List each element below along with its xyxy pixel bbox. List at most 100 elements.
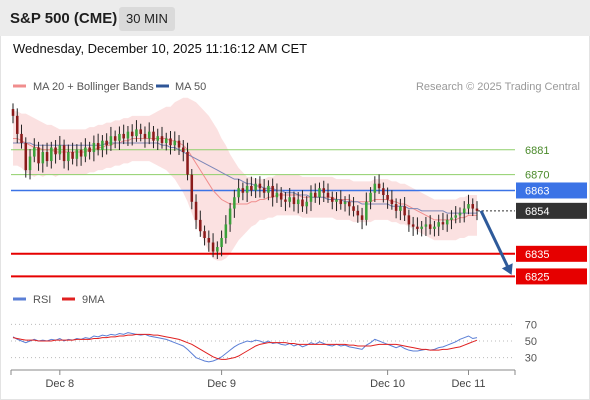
- candle-body: [173, 140, 177, 146]
- header-bar: S&P 500 (CME) 30 MIN: [0, 0, 590, 36]
- candle-body: [445, 219, 449, 225]
- candle-body: [182, 147, 185, 153]
- candle-body: [33, 147, 36, 157]
- candle-body: [258, 183, 262, 189]
- bollinger-band-area: [13, 97, 477, 261]
- candle-body: [339, 199, 343, 205]
- candle-body: [84, 147, 87, 157]
- candle-body: [92, 142, 96, 153]
- candle-body: [433, 226, 436, 229]
- candle-body: [348, 201, 351, 207]
- support-label: 6835: [525, 249, 549, 261]
- candle-body: [143, 133, 147, 139]
- candle-body: [126, 131, 130, 139]
- candle-body: [471, 204, 475, 209]
- candle-body: [313, 192, 317, 198]
- candle-body: [416, 226, 419, 229]
- candle-body: [250, 185, 253, 191]
- candle-body: [105, 140, 108, 146]
- support-label-box: [516, 268, 587, 285]
- candle-body: [305, 201, 308, 207]
- candle-body: [326, 192, 330, 198]
- candle-body: [237, 188, 240, 198]
- candle-body: [288, 197, 291, 202]
- candle-body: [109, 136, 113, 146]
- rsi-line: [12, 332, 478, 363]
- candle-body: [79, 149, 83, 157]
- candle-body: [377, 183, 381, 189]
- candle-body: [233, 197, 236, 209]
- candle-body: [156, 136, 159, 141]
- candle-body: [177, 140, 181, 148]
- candle-body: [309, 192, 313, 202]
- candle-body: [118, 133, 121, 141]
- candle-body: [441, 222, 445, 225]
- candle-body: [45, 152, 49, 162]
- candle-body: [147, 131, 151, 139]
- candle-body: [475, 208, 479, 211]
- candle-body: [437, 222, 440, 227]
- candle-body: [50, 147, 53, 162]
- rsi-tick-label: 70: [525, 319, 537, 331]
- ma20-legend-label: MA 20 + Bollinger Bands: [33, 81, 154, 93]
- candle-body: [331, 197, 334, 202]
- candle-body: [318, 188, 321, 198]
- candle-body: [424, 224, 428, 227]
- timeframe-badge[interactable]: 30 MIN: [119, 7, 175, 31]
- candle-body: [365, 201, 368, 220]
- candle-body: [164, 138, 168, 143]
- candle-body: [130, 131, 134, 137]
- candle-body: [54, 147, 57, 155]
- candle-body: [160, 136, 164, 143]
- candle-body: [216, 247, 219, 252]
- candle-body: [394, 204, 398, 211]
- rsi-ma9-line: [12, 333, 478, 360]
- bollinger-bands: [13, 97, 477, 261]
- x-tick-label: Dec 9: [207, 378, 236, 390]
- candle-body: [186, 152, 189, 175]
- candle-body: [411, 224, 415, 227]
- candle-body: [241, 188, 245, 193]
- candle-body: [190, 174, 194, 202]
- candle-body: [275, 192, 279, 198]
- candle-body: [75, 149, 79, 159]
- candle-body: [88, 147, 91, 153]
- candle-body: [428, 224, 432, 229]
- candle-body: [41, 152, 45, 164]
- projection-arrow-head: [501, 263, 513, 275]
- candle-body: [360, 215, 364, 220]
- candle-body: [369, 192, 372, 202]
- candle-body: [207, 237, 211, 243]
- candle-body: [211, 242, 215, 252]
- candle-body: [407, 215, 411, 225]
- x-tick-label: Dec 11: [451, 378, 485, 390]
- candle-body: [386, 195, 389, 200]
- ma50-legend-label: MA 50: [175, 81, 206, 93]
- candle-body: [301, 199, 304, 207]
- candle-body: [262, 188, 266, 193]
- candle-body: [467, 204, 470, 209]
- candle-body: [228, 208, 232, 225]
- candle-body: [454, 215, 457, 218]
- candle-body: [169, 138, 172, 146]
- rsi-panel: 70 50 30: [11, 319, 537, 365]
- candlesticks: [11, 103, 479, 260]
- candle-body: [335, 199, 338, 202]
- candle-body: [356, 210, 360, 216]
- candle-body: [194, 201, 198, 220]
- candle-body: [462, 208, 466, 214]
- candle-body: [292, 197, 296, 205]
- candle-body: [420, 226, 423, 229]
- candle-body: [322, 188, 326, 193]
- candle-body: [135, 129, 138, 137]
- instrument-title: S&P 500 (CME): [10, 10, 118, 27]
- candle-body: [254, 183, 257, 191]
- candle-body: [343, 201, 347, 205]
- resistance-label: 6870: [525, 170, 549, 182]
- candle-body: [271, 185, 274, 198]
- candle-body: [203, 231, 206, 238]
- pivot-label: 6863: [525, 185, 549, 197]
- candle-body: [11, 109, 15, 116]
- candle-body: [67, 152, 70, 162]
